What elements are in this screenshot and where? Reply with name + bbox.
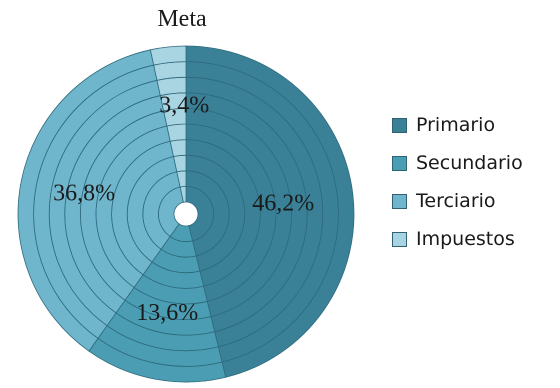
- slice-ring-segment: [166, 123, 187, 142]
- value-label-terciario: 36,8%: [53, 180, 115, 206]
- legend-swatch: [392, 231, 407, 247]
- legend-swatch: [392, 193, 407, 209]
- slice-ring-segment: [169, 139, 187, 158]
- legend-label: Impuestos: [416, 228, 515, 250]
- legend-item-secundario: Secundario: [392, 144, 523, 182]
- slice-terciario: [17, 49, 184, 352]
- legend: Primario Secundario Terciario Impuestos: [392, 106, 523, 258]
- legend-item-impuestos: Impuestos: [392, 220, 523, 258]
- value-label-impuestos: 3,4%: [159, 93, 209, 119]
- legend-swatch: [392, 117, 407, 133]
- slice-primario: [185, 45, 355, 378]
- legend-label: Terciario: [416, 190, 496, 212]
- chart-title: Meta: [157, 6, 207, 32]
- slice-ring-segment: [149, 45, 187, 66]
- value-label-primario: 46,2%: [252, 190, 314, 216]
- legend-label: Secundario: [416, 152, 523, 174]
- legend-label: Primario: [416, 114, 496, 136]
- legend-item-primario: Primario: [392, 106, 523, 144]
- value-label-secundario: 13,6%: [136, 300, 198, 326]
- legend-item-terciario: Terciario: [392, 182, 523, 220]
- legend-swatch: [392, 155, 407, 171]
- slice-impuestos: [149, 45, 187, 203]
